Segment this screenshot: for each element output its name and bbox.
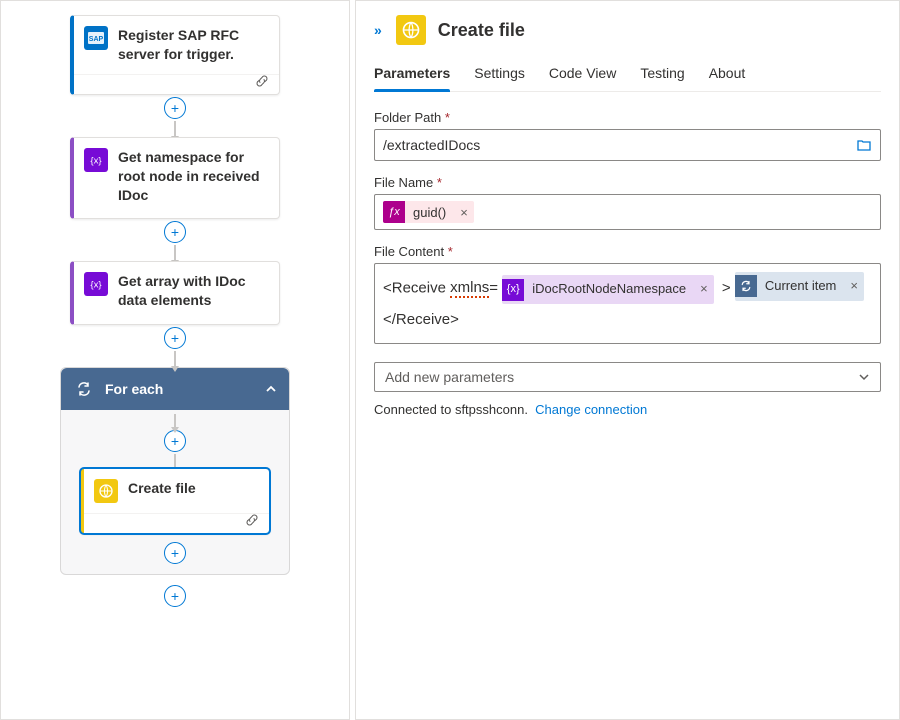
action-panel: » Create file Parameters Settings Code V… (355, 0, 900, 720)
change-connection-link[interactable]: Change connection (535, 402, 647, 417)
globe-file-icon (94, 479, 118, 503)
panel-title: Create file (438, 20, 525, 41)
chevron-down-icon (858, 371, 870, 383)
panel-tabs: Parameters Settings Code View Testing Ab… (374, 57, 881, 92)
folderpath-value: /extractedIDocs (383, 137, 480, 153)
svg-text:{x}: {x} (90, 155, 102, 166)
loop-token-current-item[interactable]: Current item × (735, 272, 864, 301)
remove-token-icon[interactable]: × (694, 277, 714, 302)
filename-label: File Name * (374, 175, 881, 190)
add-step-button[interactable]: + (164, 430, 186, 452)
svg-text:{x}: {x} (90, 280, 102, 291)
add-step-button[interactable]: + (164, 97, 186, 119)
loop-icon (735, 275, 757, 297)
variable-icon: {x} (84, 148, 108, 172)
flow-arrow (174, 245, 176, 261)
filename-input[interactable]: ƒx guid() × (374, 194, 881, 230)
content-text: </Receive> (383, 311, 459, 328)
foreach-label: For each (105, 381, 163, 397)
step-title: Get array with IDoc data elements (118, 272, 267, 310)
fx-icon: ƒx (383, 201, 405, 223)
content-text: = (489, 279, 498, 296)
link-icon (255, 74, 269, 88)
panel-header: » Create file (374, 15, 881, 45)
tab-parameters[interactable]: Parameters (374, 57, 450, 91)
flow-arrow (174, 414, 176, 428)
folder-picker-icon[interactable] (856, 137, 872, 153)
content-text: <Receive (383, 279, 450, 296)
tab-settings[interactable]: Settings (474, 57, 525, 91)
foreach-header[interactable]: For each (61, 368, 289, 410)
loop-icon (73, 378, 95, 400)
variable-icon: {x} (502, 279, 524, 301)
remove-token-icon[interactable]: × (454, 205, 474, 220)
add-step-button[interactable]: + (164, 327, 186, 349)
step-title: Get namespace for root node in received … (118, 148, 267, 205)
svg-text:SAP: SAP (89, 36, 104, 43)
sap-icon: SAP (84, 26, 108, 50)
step-create-file[interactable]: Create file (80, 468, 270, 534)
tab-about[interactable]: About (709, 57, 746, 91)
filecontent-input[interactable]: <Receive xmlns= {x} iDocRootNodeNamespac… (374, 263, 881, 344)
expression-token-guid[interactable]: ƒx guid() × (383, 201, 474, 223)
add-step-button[interactable]: + (164, 585, 186, 607)
content-xmlns: xmlns (450, 279, 489, 298)
flow-arrow (174, 121, 176, 137)
step-get-namespace[interactable]: {x} Get namespace for root node in recei… (70, 137, 280, 220)
tab-code-view[interactable]: Code View (549, 57, 616, 91)
add-parameters-dropdown[interactable]: Add new parameters (374, 362, 881, 392)
collapse-panel-button[interactable]: » (374, 22, 382, 38)
variable-token-namespace[interactable]: {x} iDocRootNodeNamespace × (502, 275, 714, 304)
folderpath-input[interactable]: /extractedIDocs (374, 129, 881, 161)
chevron-up-icon[interactable] (265, 383, 277, 395)
remove-token-icon[interactable]: × (844, 274, 864, 299)
content-text: > (722, 279, 731, 296)
foreach-container[interactable]: For each + Create file (60, 367, 290, 575)
step-title: Create file (128, 479, 196, 503)
step-register-sap-rfc[interactable]: SAP Register SAP RFC server for trigger. (70, 15, 280, 95)
globe-file-icon (396, 15, 426, 45)
flow-arrow (174, 351, 176, 367)
tab-testing[interactable]: Testing (640, 57, 684, 91)
folderpath-label: Folder Path * (374, 110, 881, 125)
filecontent-label: File Content * (374, 244, 881, 259)
step-title: Register SAP RFC server for trigger. (118, 26, 267, 64)
add-step-button[interactable]: + (164, 542, 186, 564)
flow-arrow (174, 454, 176, 468)
link-icon (245, 513, 259, 527)
flow-column: SAP Register SAP RFC server for trigger.… (1, 15, 349, 609)
designer-canvas: SAP Register SAP RFC server for trigger.… (0, 0, 350, 720)
step-get-array[interactable]: {x} Get array with IDoc data elements (70, 261, 280, 325)
connection-status: Connected to sftpsshconn. Change connect… (374, 402, 881, 417)
variable-icon: {x} (84, 272, 108, 296)
add-step-button[interactable]: + (164, 221, 186, 243)
